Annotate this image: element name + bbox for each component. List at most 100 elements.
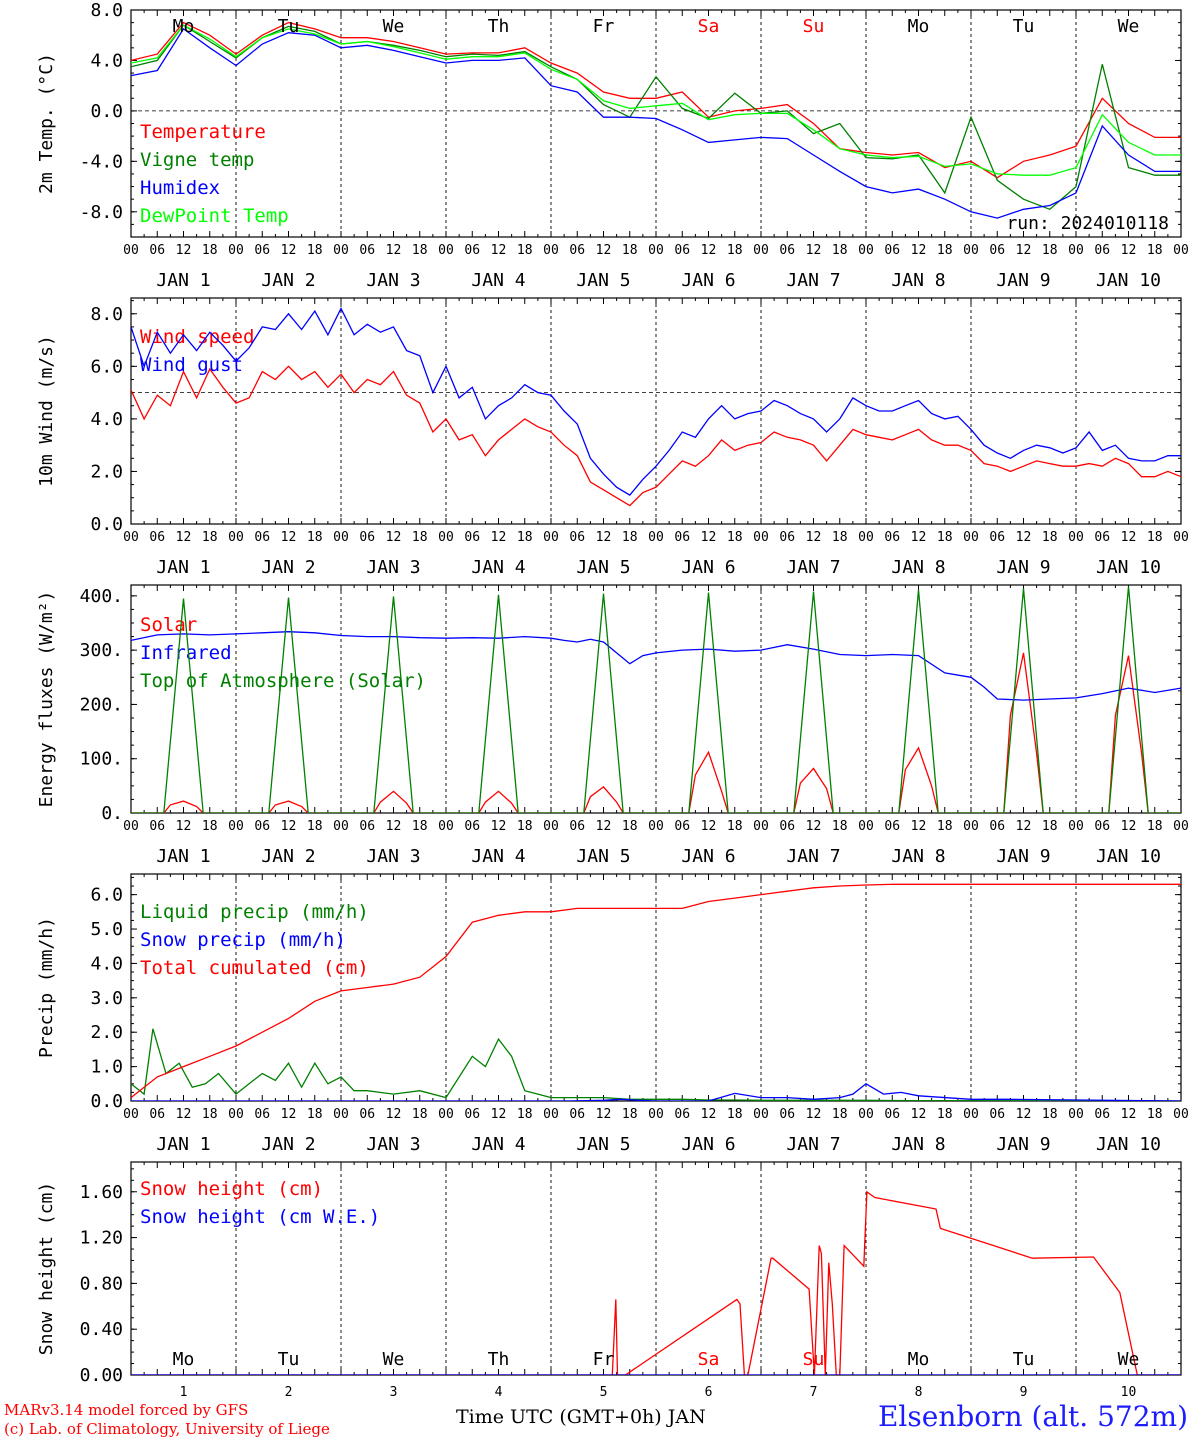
x-hour-label: 18 <box>1042 530 1058 545</box>
x-hour-label: 12 <box>911 530 927 545</box>
x-day-label: JAN 5 <box>576 270 630 291</box>
x-hour-label: 06 <box>149 1107 165 1122</box>
x-hour-label: 06 <box>254 530 270 545</box>
y-tick-label: 300. <box>80 640 123 661</box>
x-hour-label: 12 <box>806 1107 822 1122</box>
x-hour-label: 18 <box>832 530 848 545</box>
chart-panel-4: 6.0 5.0 4.0 3.0 2.0 1.0 0.0 Precip (mm/h) Liquid… <box>36 873 1189 1155</box>
x-day-label: JAN 9 <box>996 270 1050 291</box>
x-day-label: JAN 4 <box>471 1134 525 1155</box>
x-hour-label: 18 <box>1042 819 1058 834</box>
x-hour-label: 00 <box>1068 1107 1084 1122</box>
weekday-label: Sa <box>698 1349 720 1370</box>
y-tick-label: -8.0 <box>80 202 123 223</box>
legend-entry-3: Top of Atmosphere (Solar) <box>140 670 426 692</box>
y-tick-label: 0. <box>101 803 123 824</box>
x-hour-label: 00 <box>648 819 664 834</box>
x-hour-label: 12 <box>1121 243 1137 258</box>
x-day-label: JAN 6 <box>681 846 735 867</box>
x-day-number: 3 <box>390 1385 398 1400</box>
x-hour-label: 12 <box>1121 1107 1137 1122</box>
x-hour-label: 06 <box>674 819 690 834</box>
x-hour-label: 06 <box>359 819 375 834</box>
x-hour-label: 06 <box>989 1107 1005 1122</box>
x-hour-label: 00 <box>1068 819 1084 834</box>
x-hour-label: 00 <box>858 819 874 834</box>
x-hour-label: 00 <box>333 530 349 545</box>
x-hour-label: 00 <box>963 243 979 258</box>
x-hour-label: 06 <box>254 819 270 834</box>
y-tick-label: 1.0 <box>90 1057 123 1078</box>
x-day-label: JAN 4 <box>471 846 525 867</box>
x-hour-label: 06 <box>569 1107 585 1122</box>
legend-entry-4: DewPoint Temp <box>140 205 289 227</box>
run-label: run: 2024010118 <box>1006 213 1169 234</box>
x-hour-label: 06 <box>1094 530 1110 545</box>
x-hour-label: 06 <box>779 530 795 545</box>
x-day-label: JAN 10 <box>1096 846 1161 867</box>
weekday-label: Mo <box>908 1349 930 1370</box>
x-hour-label: 12 <box>1121 819 1137 834</box>
x-hour-label: 12 <box>386 819 402 834</box>
x-hour-label: 06 <box>464 243 480 258</box>
chart-panel-5: 1.60 1.20 0.80 0.40 0.00 Snow height (cm) Snow… <box>36 1161 1182 1400</box>
x-hour-label: 18 <box>202 819 218 834</box>
chart-panel-2: 8.0 6.0 4.0 2.0 0.0 10m Wind (m/s) Wind speed W… <box>36 297 1189 578</box>
x-hour-label: 00 <box>333 819 349 834</box>
x-hour-label: 06 <box>254 1107 270 1122</box>
series-line-2 <box>131 24 1181 211</box>
series-line-3 <box>131 586 1181 813</box>
y-tick-label: 2.0 <box>90 461 123 482</box>
x-hour-label: 18 <box>307 1107 323 1122</box>
x-hour-label: 12 <box>1016 819 1032 834</box>
x-hour-label: 12 <box>281 819 297 834</box>
series-line-2 <box>131 631 1181 701</box>
y-tick-label: 1.20 <box>80 1228 123 1249</box>
legend-entry-1: Temperature <box>140 121 266 143</box>
x-hour-label: 00 <box>753 530 769 545</box>
x-hour-label: 00 <box>438 243 454 258</box>
weekday-label: Su <box>803 1349 825 1370</box>
x-day-label: JAN 7 <box>786 270 840 291</box>
x-hour-label: 06 <box>569 243 585 258</box>
x-day-label: JAN 5 <box>576 1134 630 1155</box>
x-hour-label: 00 <box>543 243 559 258</box>
x-hour-label: 18 <box>727 243 743 258</box>
x-hour-label: 00 <box>123 530 139 545</box>
x-hour-label: 18 <box>307 243 323 258</box>
x-hour-label: 00 <box>858 1107 874 1122</box>
x-hour-label: 00 <box>753 1107 769 1122</box>
x-hour-label: 18 <box>727 530 743 545</box>
x-hour-label: 18 <box>517 530 533 545</box>
x-hour-label: 00 <box>438 530 454 545</box>
x-hour-label: 12 <box>281 243 297 258</box>
weekday-label: Su <box>803 16 825 37</box>
x-hour-label: 18 <box>622 530 638 545</box>
x-hour-label: 00 <box>963 530 979 545</box>
x-day-label: JAN 3 <box>366 557 420 578</box>
y-tick-label: 5.0 <box>90 919 123 940</box>
chart-panel-1: 8.0 4.0 0.0 -4.0 -8.0 2m Temp. (°C) Temperatur… <box>36 0 1189 291</box>
x-hour-label: 12 <box>701 819 717 834</box>
x-hour-label: 06 <box>464 1107 480 1122</box>
x-day-label: JAN 10 <box>1096 557 1161 578</box>
weekday-label: We <box>1118 1349 1140 1370</box>
x-hour-label: 12 <box>701 530 717 545</box>
x-hour-label: 00 <box>858 530 874 545</box>
weekday-label: Fr <box>593 1349 615 1370</box>
weekday-label: We <box>1118 16 1140 37</box>
x-hour-label: 06 <box>569 530 585 545</box>
weekday-label: Sa <box>698 16 720 37</box>
x-day-label: JAN 7 <box>786 846 840 867</box>
x-hour-label: 12 <box>491 819 507 834</box>
y-axis-title: Precip (mm/h) <box>36 917 57 1058</box>
x-hour-label: 00 <box>438 819 454 834</box>
x-hour-label: 12 <box>911 243 927 258</box>
x-day-label: JAN 5 <box>576 846 630 867</box>
x-hour-label: 00 <box>1173 530 1189 545</box>
x-hour-label: 00 <box>648 1107 664 1122</box>
x-hour-label: 06 <box>149 530 165 545</box>
series-line-4 <box>131 24 1181 176</box>
x-hour-label: 12 <box>1121 530 1137 545</box>
y-tick-label: 1.60 <box>80 1182 123 1203</box>
